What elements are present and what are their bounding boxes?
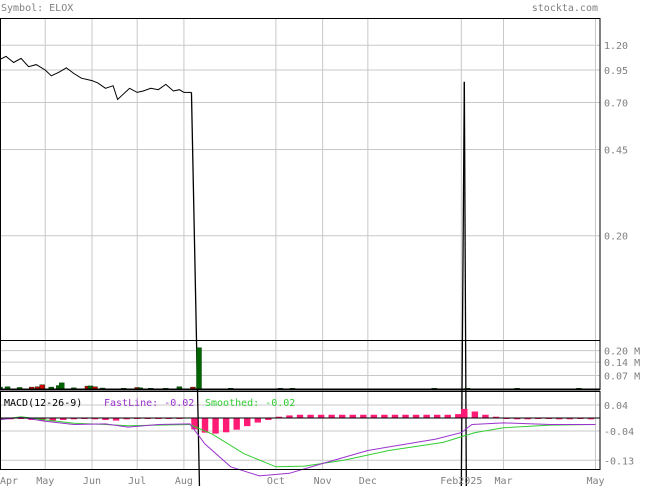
macd-tick-label: -0.04 xyxy=(604,427,634,438)
macd-legend-fast: FastLine: -0.02 xyxy=(104,398,194,409)
macd-histogram-bar xyxy=(391,414,399,418)
x-tick-label: Jun xyxy=(83,476,101,486)
macd-histogram-bar xyxy=(91,418,99,420)
volume-bar xyxy=(196,347,202,390)
macd-histogram-bar xyxy=(423,414,430,418)
x-tick-label: Dec xyxy=(359,476,377,486)
x-tick-label: Mar xyxy=(494,476,512,486)
macd-histogram-bar xyxy=(233,418,240,430)
frame-layer xyxy=(0,18,601,470)
x-tick-label: May xyxy=(586,476,604,486)
macd-legend-smoothed: Smoothed: -0.02 xyxy=(205,398,295,409)
price-tick-label: 0.70 xyxy=(604,99,628,110)
macd-tick-label: 0.04 xyxy=(604,401,628,412)
macd-histogram-bar xyxy=(402,414,409,418)
macd-histogram-bar xyxy=(307,414,314,418)
macd-histogram-bar xyxy=(492,416,500,418)
macd-histogram-bar xyxy=(381,414,388,418)
price-tick-label: 1.20 xyxy=(604,41,628,52)
macd-histogram-bar xyxy=(587,418,595,420)
site-label: stockta.com xyxy=(532,3,598,14)
macd-histogram-bar xyxy=(265,418,272,420)
price-tick-label: 0.45 xyxy=(604,145,628,156)
macd-histogram-bar xyxy=(339,414,346,418)
macd-panel-frame xyxy=(0,391,601,470)
price-spike-up-line xyxy=(460,81,465,486)
macd-histogram-bar xyxy=(370,414,378,418)
macd-histogram-bar xyxy=(60,418,67,420)
macd-histogram-bar xyxy=(349,414,356,418)
volume-bar xyxy=(39,384,45,390)
macd-histogram-bar xyxy=(482,414,489,418)
x-tick-label: Apr xyxy=(0,476,18,486)
symbol-label: Symbol: ELOX xyxy=(1,3,73,14)
smoothed-line xyxy=(0,416,596,468)
labels-layer: 1.20 0.95 0.70 0.45 0.20 0.20 M0.14 M 0.07 M 0.… xyxy=(0,41,640,486)
macd-histogram-bar xyxy=(212,418,219,434)
macd-histogram-bar xyxy=(444,414,451,418)
price-tick-label: 0.20 xyxy=(604,232,628,243)
price-panel-frame xyxy=(0,18,601,341)
macd-histogram-bar xyxy=(556,418,563,420)
macd-histogram-bar xyxy=(455,414,462,418)
price-crash-line xyxy=(190,92,201,486)
data-layer xyxy=(0,55,596,486)
volume-tick-label: 0.20 M xyxy=(604,347,640,358)
macd-histogram-bar xyxy=(244,418,251,427)
macd-histogram-bar xyxy=(49,418,56,422)
macd-tick-label: -0.13 xyxy=(604,456,634,467)
macd-histogram-bar xyxy=(317,414,325,418)
grid-layer xyxy=(0,18,600,470)
price-tick-label: 0.95 xyxy=(604,66,628,77)
macd-histogram-bar xyxy=(513,418,521,420)
macd-histogram-bar xyxy=(566,418,574,420)
macd-histogram-bar xyxy=(296,414,304,418)
x-tick-label: Jul xyxy=(128,476,146,486)
macd-histogram-bar xyxy=(222,418,230,433)
fast-line xyxy=(0,416,596,477)
macd-histogram-bar xyxy=(112,418,120,421)
macd-histogram-bar xyxy=(201,418,209,433)
x-tick-label: Feb2025 xyxy=(440,476,482,486)
volume-panel-frame xyxy=(0,340,601,390)
x-tick-label: May xyxy=(36,476,54,486)
price-spike-down-line xyxy=(463,81,467,486)
x-tick-label: Nov xyxy=(314,476,332,486)
x-tick-label: Oct xyxy=(267,476,285,486)
macd-histogram-bar xyxy=(360,414,367,418)
macd-histogram-bar xyxy=(524,418,531,420)
macd-histogram-bar xyxy=(191,418,198,430)
macd-legend-title: MACD(12-26-9) xyxy=(4,398,82,409)
volume-bar xyxy=(59,382,65,390)
macd-histogram-bar xyxy=(328,414,335,418)
macd-histogram-bar xyxy=(286,415,293,418)
macd-histogram-bar xyxy=(275,416,283,418)
macd-histogram-bar xyxy=(461,408,468,418)
macd-histogram-bar xyxy=(102,418,109,420)
macd-histogram-bar xyxy=(70,418,78,420)
macd-histogram-bar xyxy=(471,411,479,418)
macd-histogram-bar xyxy=(412,414,420,418)
volume-tick-label: 0.07 M xyxy=(604,372,640,383)
x-tick-label: Aug xyxy=(175,476,193,486)
volume-tick-label: 0.14 M xyxy=(604,358,640,369)
macd-histogram-bar xyxy=(433,414,441,418)
macd-histogram-bar xyxy=(254,418,261,423)
price-line xyxy=(0,55,185,101)
volume-bar xyxy=(0,386,3,390)
macd-histogram-bar xyxy=(123,418,130,420)
